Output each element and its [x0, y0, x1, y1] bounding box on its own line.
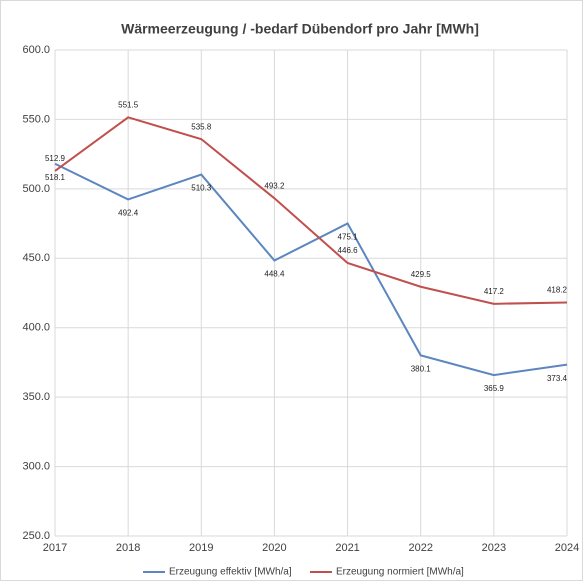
data-label: 535.8 — [191, 122, 212, 131]
data-label: 446.6 — [338, 246, 359, 255]
data-label: 373.4 — [547, 374, 568, 383]
series-line — [54, 116, 568, 305]
x-tick-label: 2024 — [555, 542, 579, 554]
data-label: 492.4 — [118, 209, 139, 218]
data-label: 510.3 — [191, 184, 212, 193]
y-tick-label: 550.0 — [22, 113, 50, 125]
data-label: 417.2 — [484, 287, 505, 296]
x-tick-label: 2023 — [482, 542, 506, 554]
data-label: 518.1 — [45, 173, 66, 182]
y-tick-label: 600.0 — [22, 44, 50, 56]
data-label: 493.2 — [264, 181, 285, 190]
data-label: 418.2 — [547, 286, 568, 295]
y-tick-label: 300.0 — [22, 460, 50, 472]
data-label: 512.9 — [45, 154, 66, 163]
x-tick-label: 2018 — [116, 542, 140, 554]
chart-title: Wärmeerzeugung / -bedarf Dübendorf pro J… — [121, 21, 479, 37]
data-label: 448.4 — [264, 270, 285, 279]
x-tick-label: 2021 — [335, 542, 359, 554]
legend-label: Erzeugung normiert [MWh/a] — [336, 567, 464, 578]
x-tick-label: 2019 — [189, 542, 213, 554]
y-tick-label: 350.0 — [22, 391, 50, 403]
data-label: 380.1 — [411, 364, 432, 373]
data-label: 551.5 — [118, 100, 139, 109]
y-tick-label: 400.0 — [22, 322, 50, 334]
legend-label: Erzeugung effektiv [MWh/a] — [169, 567, 292, 578]
y-tick-label: 500.0 — [22, 183, 50, 195]
data-label: 429.5 — [411, 270, 432, 279]
x-tick-label: 2017 — [43, 542, 67, 554]
x-tick-label: 2020 — [262, 542, 286, 554]
x-tick-label: 2022 — [408, 542, 432, 554]
series-line — [54, 162, 568, 377]
data-label: 365.9 — [484, 384, 505, 393]
y-tick-label: 450.0 — [22, 252, 50, 264]
y-tick-label: 250.0 — [22, 530, 50, 542]
data-label: 475.1 — [338, 233, 359, 242]
